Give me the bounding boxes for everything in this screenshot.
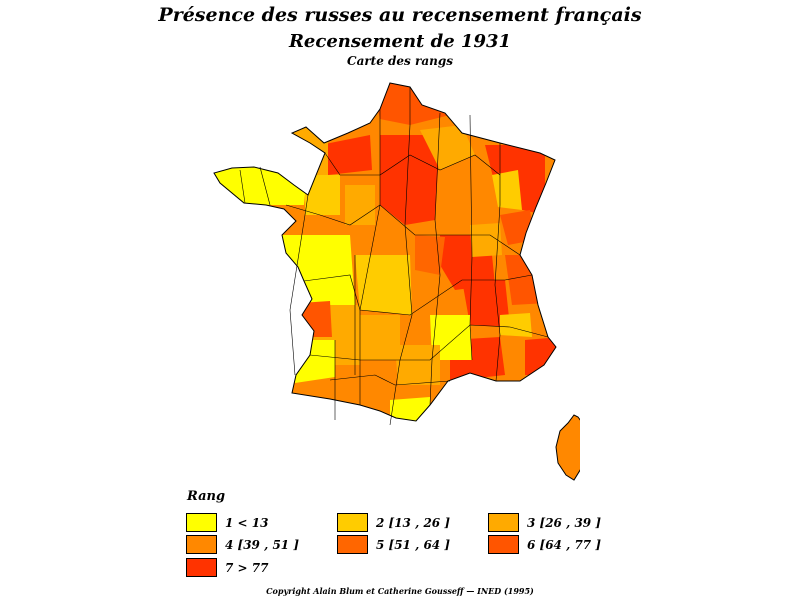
legend-label: 3 [26 , 39 ] — [527, 515, 601, 530]
legend-item-rank-4: 4 [39 , 51 ] — [186, 535, 299, 554]
legend-swatch — [337, 513, 368, 532]
legend-swatch — [337, 535, 368, 554]
legend-label: 6 [64 , 77 ] — [527, 537, 601, 552]
legend-item-rank-3: 3 [26 , 39 ] — [488, 513, 601, 532]
legend-label: 4 [39 , 51 ] — [225, 537, 299, 552]
map-subtitle: Recensement de 1931 — [288, 31, 512, 52]
legend-item-rank-7: 7 > 77 — [186, 558, 268, 577]
legend-swatch — [488, 513, 519, 532]
legend-label: 1 < 13 — [225, 515, 269, 530]
legend-swatch — [488, 535, 519, 554]
legend-title: Rang — [187, 489, 226, 504]
france-departments-map — [213, 82, 580, 481]
legend-item-rank-5: 5 [51 , 64 ] — [337, 535, 450, 554]
copyright-notice: Copyright Alain Blum et Catherine Gousse… — [266, 586, 534, 596]
legend-label: 2 [13 , 26 ] — [376, 515, 450, 530]
map-title: Présence des russes au recensement franç… — [158, 4, 642, 26]
legend-swatch — [186, 513, 217, 532]
legend-item-rank-1: 1 < 13 — [186, 513, 268, 532]
map-type-label: Carte des rangs — [347, 54, 453, 68]
corsica-region — [555, 414, 580, 481]
legend-swatch — [186, 558, 217, 577]
legend-swatch — [186, 535, 217, 554]
legend-item-rank-2: 2 [13 , 26 ] — [337, 513, 450, 532]
legend-item-rank-6: 6 [64 , 77 ] — [488, 535, 601, 554]
legend-label: 5 [51 , 64 ] — [376, 537, 450, 552]
legend-label: 7 > 77 — [225, 560, 269, 575]
